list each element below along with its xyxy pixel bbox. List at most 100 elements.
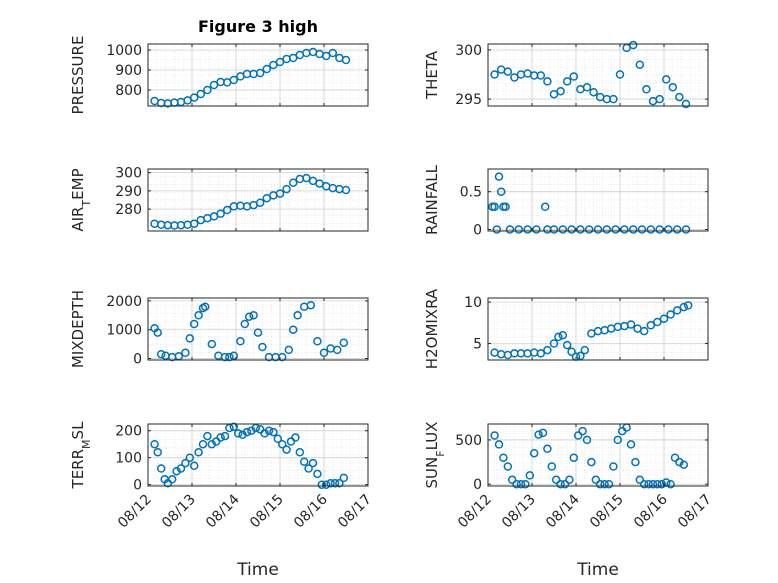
- subplot-terr-msl: 0 100 200 08/12 08/13 08/14 08/15 08/16 08/17 Tim…: [69, 421, 375, 580]
- data-point: [284, 345, 294, 355]
- y-tick-label: 0: [473, 477, 482, 493]
- data-point: [253, 328, 263, 337]
- data-point: [321, 51, 331, 61]
- y-tick-label: 900: [115, 63, 142, 79]
- y-tick-label: 0.5: [460, 185, 482, 201]
- y-tick-label: 290: [115, 184, 142, 200]
- x-tick-label: 08/14: [543, 491, 583, 531]
- data-point: [501, 202, 510, 212]
- subplot-rainfall: 0 0.5 RAINFALL: [423, 164, 709, 238]
- x-tick-label: 08/15: [587, 492, 627, 532]
- data-point: [313, 337, 322, 346]
- data-point: [679, 302, 689, 312]
- data-point: [589, 87, 598, 97]
- data-point: [220, 352, 230, 362]
- axes-box: [147, 168, 369, 232]
- y-tick-label: 0: [133, 352, 142, 368]
- data-point: [536, 349, 546, 358]
- y-tick-label: 300: [115, 166, 142, 182]
- data-point: [615, 70, 625, 79]
- y-axis-label: AIRTEMP: [69, 168, 93, 231]
- data-point: [664, 225, 673, 234]
- y-axis-label: H2OMIXRA: [423, 288, 441, 369]
- data-point: [306, 300, 316, 310]
- data-point: [659, 314, 669, 323]
- data-point: [635, 475, 645, 485]
- data-point: [551, 475, 561, 485]
- data-point: [681, 225, 691, 234]
- data-point: [494, 172, 504, 181]
- data-point: [554, 332, 563, 342]
- data-point: [646, 321, 656, 330]
- data-point: [189, 319, 199, 329]
- data-point: [565, 475, 574, 485]
- data-point: [653, 317, 662, 327]
- data-point: [525, 471, 535, 480]
- data-point: [584, 225, 594, 234]
- data-point: [516, 479, 526, 489]
- data-point: [562, 77, 572, 86]
- data-point: [512, 479, 521, 489]
- data-point: [277, 352, 287, 362]
- data-point: [580, 345, 590, 355]
- data-point: [189, 93, 199, 102]
- data-point: [196, 89, 206, 99]
- data-point: [255, 198, 265, 207]
- data-point: [558, 330, 568, 340]
- data-point: [304, 464, 313, 473]
- data-point: [547, 462, 557, 471]
- data-point: [562, 340, 572, 350]
- y-tick-label: 1000: [106, 43, 142, 59]
- data-point: [499, 453, 508, 462]
- data-point: [503, 67, 513, 76]
- data-point: [229, 75, 239, 85]
- data-point: [578, 426, 587, 436]
- data-point: [642, 85, 651, 94]
- y-tick-label: 5: [473, 336, 482, 352]
- data-point: [490, 202, 499, 212]
- data-point: [153, 448, 162, 457]
- data-point: [675, 92, 684, 102]
- subplot-mixdepth: 0 1000 2000 MIXDEPTH: [69, 290, 369, 368]
- y-tick-label: 1000: [106, 323, 142, 339]
- data-point: [295, 448, 305, 457]
- data-point: [521, 479, 530, 489]
- y-tick-label: 0: [473, 222, 482, 238]
- data-point: [582, 435, 592, 445]
- data-point: [653, 479, 662, 489]
- y-tick-label: 800: [115, 83, 142, 99]
- data-point: [543, 77, 552, 86]
- data-point: [611, 225, 620, 234]
- y-axis-label: PRESSURE: [69, 36, 87, 115]
- data-point: [628, 40, 638, 50]
- axes-box: [147, 43, 369, 107]
- data-point: [203, 431, 212, 441]
- y-tick-label: 280: [115, 202, 142, 218]
- data-point: [494, 440, 504, 449]
- data-point: [496, 187, 506, 196]
- x-tick-label: 08/16: [631, 491, 671, 531]
- data-point: [593, 225, 603, 234]
- x-tick-label: 08/16: [291, 491, 331, 531]
- data-point: [582, 83, 592, 92]
- data-point: [156, 349, 166, 359]
- data-point: [203, 85, 212, 95]
- y-tick-label: 300: [455, 43, 482, 59]
- data-point: [661, 75, 671, 84]
- y-tick-label: 2000: [106, 294, 142, 310]
- data-point: [639, 479, 649, 489]
- data-point: [339, 473, 349, 483]
- y-tick-label: 295: [455, 92, 482, 108]
- data-point: [492, 225, 502, 234]
- data-point: [288, 53, 298, 63]
- data-point: [341, 185, 351, 195]
- data-point: [657, 479, 667, 489]
- data-point: [156, 464, 166, 473]
- x-tick-label: 08/12: [115, 492, 155, 532]
- data-point: [631, 457, 640, 467]
- data-point: [648, 479, 658, 489]
- data-point: [277, 439, 287, 449]
- chart-title: Figure 3 high: [198, 17, 318, 36]
- data-point: [332, 345, 342, 355]
